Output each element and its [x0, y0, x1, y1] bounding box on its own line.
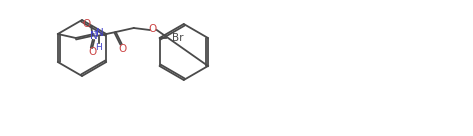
- Text: Br: Br: [172, 33, 183, 43]
- Text: O: O: [82, 19, 90, 29]
- Text: O: O: [88, 47, 96, 57]
- Text: -: -: [81, 18, 84, 27]
- Text: N: N: [90, 31, 98, 41]
- Text: O: O: [119, 44, 127, 54]
- Text: O: O: [149, 24, 157, 34]
- Text: H: H: [96, 44, 102, 52]
- Text: N: N: [96, 28, 104, 38]
- Text: +: +: [92, 29, 98, 35]
